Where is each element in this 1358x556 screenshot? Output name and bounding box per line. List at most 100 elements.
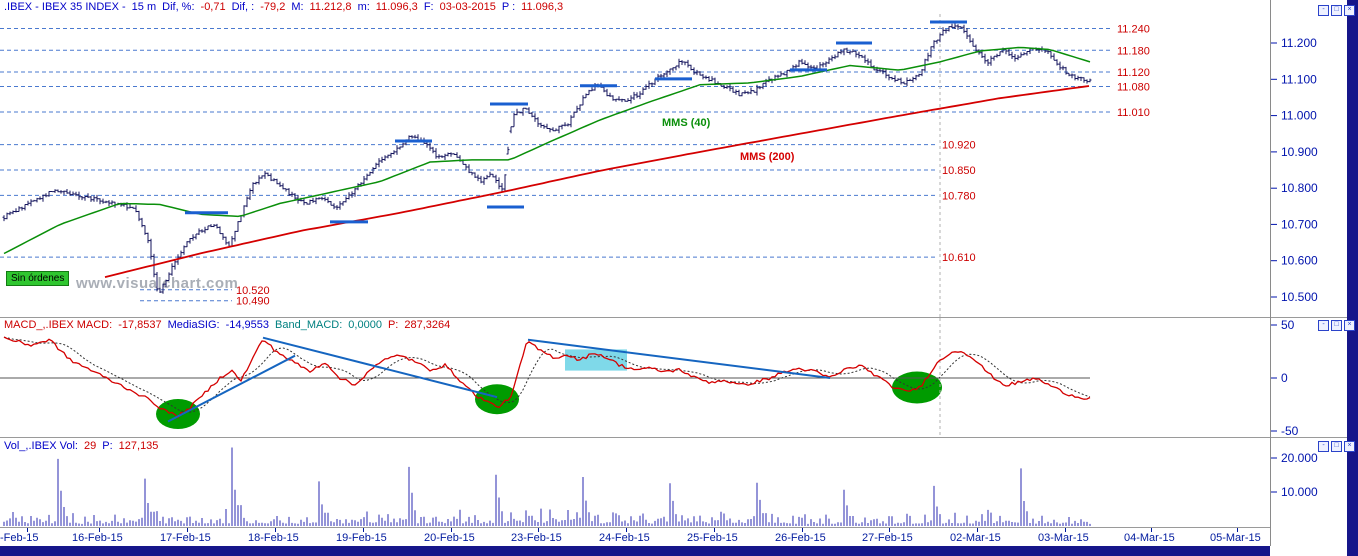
axis-tick-label: 10.800 xyxy=(1281,181,1318,195)
panel-minimize-button[interactable]: - xyxy=(1318,5,1329,16)
date-axis-label: 20-Feb-15 xyxy=(424,532,475,544)
panel-close-button[interactable]: × xyxy=(1344,320,1355,331)
header-segment: -79,2 xyxy=(260,1,286,13)
header-segment: Dif, %: xyxy=(162,1,195,13)
macd-chart-canvas[interactable]: 50 0 -50 xyxy=(0,318,1358,438)
axis-tick-label: 20.000 xyxy=(1281,451,1318,465)
header-segment: -0,71 xyxy=(200,1,226,13)
date-axis-tick xyxy=(1151,528,1152,532)
date-axis-tick xyxy=(977,528,978,532)
header-segment: P : xyxy=(501,1,516,13)
price-level-label: 10.520 xyxy=(236,285,270,297)
price-level-label: 10.920 xyxy=(942,140,976,152)
header-segment: Vol_,.IBEX Vol: xyxy=(4,440,78,452)
panel-minimize-button[interactable]: - xyxy=(1318,441,1329,452)
date-axis-label: 18-Feb-15 xyxy=(248,532,299,544)
price-level-label: 10.780 xyxy=(942,190,976,202)
header-segment: 11.212,8 xyxy=(309,1,352,13)
mms40-label: MMS (40) xyxy=(662,117,711,129)
vertical-scrollbar[interactable] xyxy=(1347,0,1358,556)
panel-maximize-button[interactable]: □ xyxy=(1331,5,1342,16)
header-segment: MediaSIG: xyxy=(167,319,220,331)
date-axis-label: 05-Mar-15 xyxy=(1210,532,1261,544)
date-axis-label: 26-Feb-15 xyxy=(775,532,826,544)
header-segment: 0,0000 xyxy=(348,319,382,331)
date-axis-tick xyxy=(538,528,539,532)
date-axis-tick xyxy=(714,528,715,532)
date-axis-tick xyxy=(275,528,276,532)
header-segment: m: xyxy=(357,1,370,13)
date-axis-label: 03-Mar-15 xyxy=(1038,532,1089,544)
panel-maximize-button[interactable]: □ xyxy=(1331,441,1342,452)
price-level-label: 10.610 xyxy=(942,252,976,264)
date-axis-label: -Feb-15 xyxy=(0,532,39,544)
date-axis-label: 04-Mar-15 xyxy=(1124,532,1175,544)
price-level-label: 11.010 xyxy=(1117,107,1150,119)
volume-chart-canvas[interactable]: 20.000 10.000 xyxy=(0,438,1358,527)
main-panel-controls: - □ × xyxy=(1318,5,1355,16)
price-level-label: 10.850 xyxy=(942,165,976,177)
axis-tick-label: 10.000 xyxy=(1281,485,1318,499)
price-level-label: 11.080 xyxy=(1117,82,1150,94)
header-segment: MACD_,.IBEX MACD: xyxy=(4,319,113,331)
panel-separator xyxy=(0,317,1358,318)
price-level-label: 10.490 xyxy=(236,296,270,308)
date-axis-tick xyxy=(27,528,28,532)
main-chart-header: .IBEX - IBEX 35 INDEX - 15 m Dif, %: -0,71 D… xyxy=(4,1,569,13)
price-chart-canvas[interactable]: MMS (40) MMS (200) 11.240 11.180 11.120 11.… xyxy=(0,14,1358,318)
header-segment: Band_MACD: xyxy=(275,319,343,331)
price-level-label: 11.240 xyxy=(1117,24,1150,36)
volume-header: Vol_,.IBEX Vol: 29 P: 127,135 xyxy=(4,440,164,452)
axis-tick-label: 10.500 xyxy=(1281,290,1318,304)
header-segment: 287,3264 xyxy=(404,319,451,331)
axis-tick-label: 10.700 xyxy=(1281,217,1318,231)
axis-tick-label: -50 xyxy=(1281,424,1299,438)
axis-tick-label: 0 xyxy=(1281,371,1288,385)
header-segment: P: xyxy=(102,440,113,452)
panel-maximize-button[interactable]: □ xyxy=(1331,320,1342,331)
price-level-label: 11.180 xyxy=(1117,45,1150,57)
header-segment: -17,8537 xyxy=(118,319,162,331)
axis-tick-label: 50 xyxy=(1281,318,1295,332)
sin-ordenes-badge[interactable]: Sin órdenes xyxy=(6,271,70,286)
date-axis-label: 24-Feb-15 xyxy=(599,532,650,544)
header-segment: F: xyxy=(423,1,434,13)
axis-divider xyxy=(1270,0,1271,546)
date-axis-tick xyxy=(1065,528,1066,532)
date-axis-tick xyxy=(99,528,100,532)
date-axis-label: 27-Feb-15 xyxy=(862,532,913,544)
date-axis-label: 02-Mar-15 xyxy=(950,532,1001,544)
header-segment: .IBEX - IBEX 35 INDEX - xyxy=(4,1,126,13)
price-level-label: 11.120 xyxy=(1117,67,1150,79)
date-axis-tick xyxy=(626,528,627,532)
header-segment: 127,135 xyxy=(118,440,159,452)
date-axis: -Feb-15 16-Feb-15 17-Feb-15 18-Feb-15 19-Feb… xyxy=(0,527,1270,547)
horizontal-scrollbar[interactable] xyxy=(0,546,1270,556)
header-segment: Dif, : xyxy=(231,1,255,13)
date-axis-label: 17-Feb-15 xyxy=(160,532,211,544)
header-segment: P: xyxy=(387,319,399,331)
axis-tick-label: 10.900 xyxy=(1281,145,1318,159)
panel-close-button[interactable]: × xyxy=(1344,5,1355,16)
header-segment: -14,9553 xyxy=(225,319,270,331)
date-axis-tick xyxy=(363,528,364,532)
date-axis-tick xyxy=(889,528,890,532)
axis-tick-label: 11.200 xyxy=(1281,36,1317,50)
date-axis-label: 19-Feb-15 xyxy=(336,532,387,544)
date-axis-tick xyxy=(1237,528,1238,532)
header-segment: M: xyxy=(291,1,304,13)
header-segment: 11.096,3 xyxy=(375,1,418,13)
axis-tick-label: 11.100 xyxy=(1281,72,1317,86)
volume-panel-controls: - □ × xyxy=(1318,441,1355,452)
axis-tick-label: 11.000 xyxy=(1281,109,1317,123)
panel-minimize-button[interactable]: - xyxy=(1318,320,1329,331)
header-segment: 15 m xyxy=(131,1,157,13)
date-axis-tick xyxy=(187,528,188,532)
header-segment: 03-03-2015 xyxy=(439,1,496,13)
panel-separator xyxy=(0,437,1358,438)
header-segment: 29 xyxy=(84,440,97,452)
mms200-label: MMS (200) xyxy=(740,151,795,163)
panel-close-button[interactable]: × xyxy=(1344,441,1355,452)
axis-tick-label: 10.600 xyxy=(1281,254,1318,268)
date-axis-tick xyxy=(451,528,452,532)
